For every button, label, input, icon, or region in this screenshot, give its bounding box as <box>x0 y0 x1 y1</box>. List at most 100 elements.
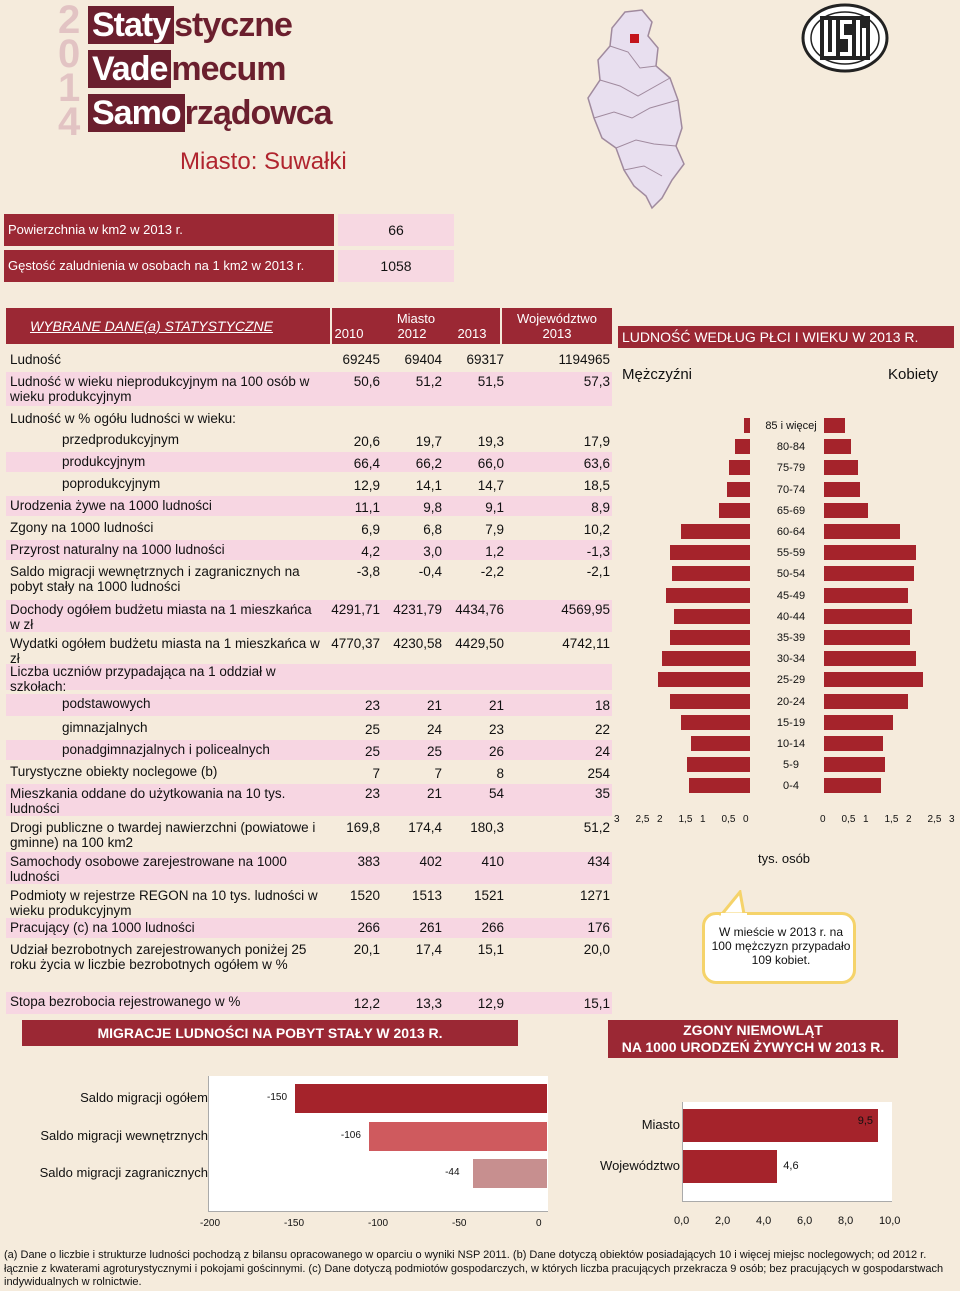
row-value: 19,3 <box>477 434 504 449</box>
table-row: poprodukcyjnym 12,9 14,1 14,7 18,5 <box>6 474 612 494</box>
row-value: 18 <box>594 698 610 713</box>
row-value: 8,9 <box>591 500 610 515</box>
male-bar <box>670 630 750 645</box>
table-row: produkcyjnym 66,4 66,2 66,0 63,6 <box>6 452 612 472</box>
pyramid-tick-left: 1 <box>700 814 706 825</box>
migration-category-label: Saldo migracji ogółem <box>80 1090 208 1105</box>
logo-year-digit: 1 <box>58 66 81 110</box>
age-group-label: 75-79 <box>776 462 806 475</box>
table-row: Mieszkania oddane do użytkowania na 10 t… <box>6 784 612 816</box>
female-bar <box>824 545 917 561</box>
infant-category-label: Miasto <box>641 1117 680 1132</box>
logo-line: Staty styczne <box>88 6 293 44</box>
row-value: 69317 <box>466 352 504 367</box>
migration-value-label: -150 <box>267 1092 288 1103</box>
male-bar <box>687 757 750 773</box>
table-row: Ludność w % ogółu ludności w wieku: <box>6 409 612 427</box>
table-row: Stopa bezrobocia rejestrowanego w % 12,2 1… <box>6 992 612 1014</box>
row-value: 176 <box>587 920 610 935</box>
male-bar <box>735 439 750 455</box>
row-value: 4434,76 <box>455 602 504 617</box>
age-group-label: 45-49 <box>776 589 806 602</box>
pyramid-tick-right: 3 <box>949 814 955 825</box>
table-row: Zgony na 1000 ludności 6,9 6,8 7,9 10,2 <box>6 518 612 538</box>
row-value: 69404 <box>404 352 442 367</box>
female-bar <box>824 502 869 518</box>
infant-tick: 8,0 <box>838 1215 854 1227</box>
infant-value-label: 4,6 <box>783 1160 799 1172</box>
row-value: 7,9 <box>485 522 504 537</box>
row-value: 51,2 <box>415 374 442 389</box>
table-row: Drogi publiczne o twardej nawierzchni (p… <box>6 818 612 850</box>
row-value: 402 <box>419 854 442 869</box>
migration-tick: -100 <box>368 1218 389 1229</box>
row-value: 23 <box>364 786 380 801</box>
row-label: przedprodukcyjnym <box>62 432 180 447</box>
row-value: 410 <box>481 854 504 869</box>
female-bar <box>824 672 923 688</box>
table-row: Udział bezrobotnych zarejestrowanych pon… <box>6 940 612 988</box>
infant-tick: 2,0 <box>715 1215 731 1227</box>
row-value: 15,1 <box>477 942 504 957</box>
footnote: (a) Dane o liczbie i strukturze ludności… <box>4 1249 944 1288</box>
city-marker-icon <box>630 34 639 43</box>
migration-tick: -50 <box>452 1218 467 1229</box>
row-value: 21 <box>488 698 504 713</box>
row-value: 25 <box>426 744 442 759</box>
year-2010: 2010 <box>334 326 364 341</box>
infant-bar <box>683 1150 778 1183</box>
pyramid-title-box: LUDNOŚĆ WEDŁUG PŁCI I WIEKU W 2013 R. <box>618 326 954 348</box>
female-bar <box>824 736 883 751</box>
male-bar <box>672 566 750 582</box>
row-value: 69245 <box>342 352 380 367</box>
row-value: 4569,95 <box>561 602 610 617</box>
row-value: 169,8 <box>346 820 380 835</box>
row-label: Pracujący (c) na 1000 ludności <box>10 920 195 935</box>
table-row: Ludność w wieku nieprodukcyjnym na 100 o… <box>6 372 612 406</box>
migration-title: MIGRACJE LUDNOŚCI NA POBYT STAŁY W 2013 … <box>22 1020 518 1046</box>
infant-title-line1: ZGONY NIEMOWLĄT <box>683 1022 823 1038</box>
row-label: Saldo migracji wewnętrznych i zagraniczn… <box>10 564 300 594</box>
row-value: 63,6 <box>583 456 610 471</box>
row-value: 254 <box>587 766 610 781</box>
logo-year-digit: 4 <box>58 100 81 144</box>
row-value: 8 <box>496 766 504 781</box>
migration-bar <box>368 1122 547 1151</box>
age-group-label: 70-74 <box>776 483 806 496</box>
city-group-label: Miasto <box>396 311 436 326</box>
pyramid-unit: tys. osób <box>758 851 811 866</box>
female-bar <box>824 418 845 433</box>
female-bar <box>824 566 915 582</box>
row-value: 25 <box>364 722 380 737</box>
row-label: Ludność w wieku nieprodukcyjnym na 100 o… <box>10 374 310 404</box>
page-title: Miasto: Suwałki <box>180 148 347 175</box>
male-bar <box>657 672 750 688</box>
age-group-label: 25-29 <box>776 674 806 687</box>
male-bar <box>680 524 750 539</box>
age-group-label: 10-14 <box>776 738 806 750</box>
table-row: Liczba uczniów przypadająca na 1 oddział… <box>6 664 612 694</box>
row-label: Samochody osobowe zarejestrowane na 1000… <box>10 854 287 884</box>
age-group-label: 30-34 <box>776 653 806 666</box>
female-bar <box>824 630 911 645</box>
voiv-header-box: Województwo 2013 <box>502 308 612 344</box>
row-value: 23 <box>364 698 380 713</box>
row-value: 174,4 <box>408 820 442 835</box>
female-bar <box>824 778 881 794</box>
infant-title-line2: NA 1000 URODZEŃ ŻYWYCH W 2013 R. <box>621 1039 885 1055</box>
pyramid-tick-right: 0,5 <box>841 814 856 825</box>
row-value: -0,4 <box>418 564 442 579</box>
migration-tick: -200 <box>200 1218 221 1229</box>
row-value: 4231,79 <box>393 602 442 617</box>
pyramid-tick-right: 1 <box>863 814 869 825</box>
age-group-label: 35-39 <box>776 632 806 644</box>
row-value: 17,9 <box>583 434 610 449</box>
table-row: ponadgimnazjalnych i policealnych 25 25 26 2… <box>6 740 612 760</box>
female-bar <box>824 439 852 455</box>
migration-value-label: -44 <box>445 1167 460 1178</box>
table-row: gimnazjalnych 25 24 23 22 <box>6 718 612 738</box>
infant-tick: 0,0 <box>674 1215 690 1227</box>
row-value: 24 <box>426 722 442 737</box>
row-value: -2,1 <box>586 564 610 579</box>
table-row: Ludność 69245 69404 69317 1194965 <box>6 350 612 370</box>
